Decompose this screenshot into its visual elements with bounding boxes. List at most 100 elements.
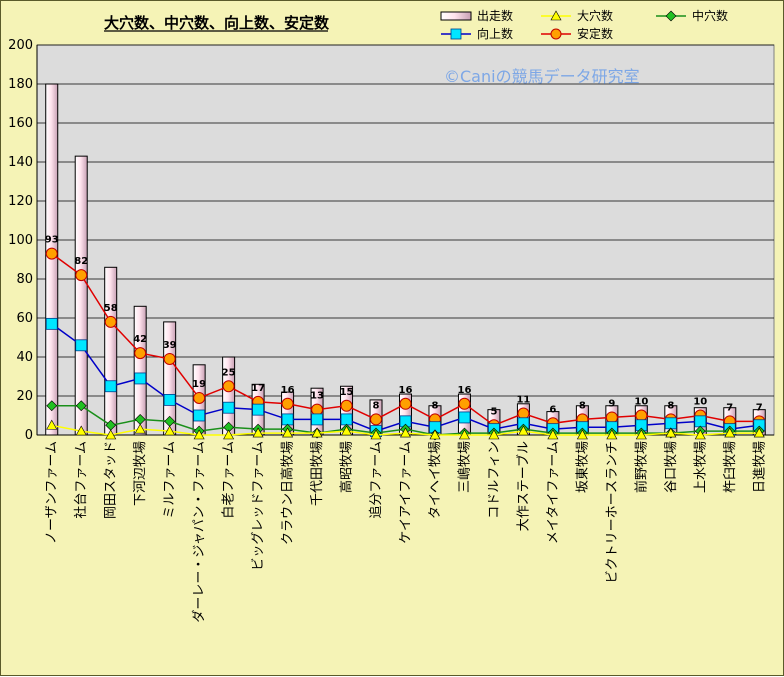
point-triangle	[399, 427, 412, 438]
point-triangle	[517, 425, 529, 436]
point-triangle	[164, 425, 176, 436]
data-label: 6	[549, 404, 556, 415]
point-square	[193, 409, 206, 422]
legend-marker	[550, 28, 562, 40]
legend-swatch	[440, 11, 472, 21]
data-label: 9	[608, 398, 615, 409]
x-tick-label: ビッグレッドファーム	[251, 441, 266, 571]
point-circle	[399, 397, 412, 410]
data-label: 16	[399, 385, 413, 396]
chart-title: 大穴数、中穴数、向上数、安定数	[104, 14, 330, 32]
point-circle	[134, 347, 147, 360]
x-tick-label: ノーザンファーム	[45, 441, 60, 544]
data-label: 5	[490, 406, 497, 417]
point-square	[252, 403, 265, 416]
watermark: ©Caniの競馬データ研究室	[444, 67, 640, 86]
point-square	[664, 417, 677, 430]
x-tick-label: 杵臼牧場	[723, 441, 738, 493]
y-tick-label: 120	[8, 194, 33, 209]
x-tick-label: 大作ステーブル	[515, 441, 531, 531]
point-square	[458, 411, 471, 424]
point-square	[694, 415, 707, 428]
x-tick-label: ビクトリーホースランチ	[605, 441, 620, 583]
point-circle	[340, 399, 353, 412]
point-triangle	[694, 429, 706, 440]
point-circle	[193, 391, 206, 404]
x-tick-label: 上水牧場	[693, 441, 708, 493]
point-circle	[104, 315, 117, 328]
x-tick-label: コドルフィン	[487, 441, 502, 519]
x-tick-label: 日進牧場	[752, 441, 767, 493]
x-tick-label: 三嶋牧場	[457, 441, 472, 493]
x-tick-label: ダーレー・ジャパン・ファーム	[192, 441, 207, 623]
y-tick-label: 140	[8, 155, 33, 170]
y-tick-label: 180	[8, 77, 33, 92]
point-triangle	[488, 429, 500, 440]
point-triangle	[724, 427, 736, 438]
point-triangle	[193, 429, 205, 440]
data-label: 7	[756, 402, 763, 413]
y-tick-label: 20	[16, 389, 33, 404]
point-circle	[163, 352, 176, 365]
x-tick-label: 社台ファーム	[73, 441, 89, 519]
point-triangle	[370, 429, 382, 440]
point-triangle	[576, 429, 588, 440]
point-square	[104, 380, 117, 393]
point-square	[45, 317, 58, 330]
x-tick-label: 岡田スタッド	[104, 441, 119, 519]
point-triangle	[134, 423, 146, 434]
data-label: 17	[251, 383, 265, 394]
point-circle	[370, 413, 383, 426]
point-circle	[222, 380, 235, 393]
x-tick-label: 下河辺牧場	[133, 441, 148, 506]
x-tick-label: 白老ファーム	[221, 441, 237, 519]
data-label: 82	[74, 256, 88, 267]
y-tick-label: 40	[16, 350, 33, 365]
legend-label: 安定数	[577, 26, 613, 41]
point-triangle	[635, 429, 647, 440]
y-tick-label: 200	[8, 38, 33, 53]
point-diamond	[75, 400, 87, 412]
legend-label: 向上数	[477, 26, 513, 41]
data-label: 7	[726, 402, 733, 413]
point-triangle	[341, 425, 353, 436]
data-label: 16	[281, 385, 295, 396]
x-tick-label: クラウン日高牧場	[280, 441, 296, 545]
data-label: 10	[634, 397, 648, 408]
point-circle	[75, 269, 88, 282]
point-circle	[281, 397, 294, 410]
x-tick-label: 千代田牧場	[310, 441, 325, 506]
data-label: 15	[340, 387, 354, 398]
point-triangle	[606, 429, 618, 440]
point-circle	[458, 397, 471, 410]
point-square	[75, 339, 88, 352]
data-label: 8	[373, 400, 380, 411]
point-square	[163, 393, 176, 406]
data-label: 58	[104, 303, 118, 314]
data-label: 8	[431, 400, 438, 411]
point-triangle	[223, 429, 235, 440]
point-triangle	[311, 427, 323, 438]
legend-label: 中穴数	[692, 8, 728, 23]
legend-marker	[550, 10, 562, 21]
point-triangle	[458, 429, 470, 440]
x-tick-label: 坂東牧場	[574, 441, 590, 493]
x-tick-label: 谷口牧場	[664, 441, 679, 493]
x-tick-label: ミルファーム	[163, 441, 178, 519]
point-circle	[45, 247, 58, 260]
data-label: 93	[45, 235, 59, 246]
data-label: 42	[133, 334, 147, 345]
legend-label: 出走数	[477, 8, 513, 23]
point-triangle	[105, 429, 117, 440]
point-square	[340, 413, 353, 426]
y-tick-label: 100	[8, 233, 33, 248]
x-tick-label: タイヘイ牧場	[428, 441, 443, 519]
data-label: 16	[457, 385, 471, 396]
bar	[133, 305, 147, 436]
y-tick-label: 60	[16, 311, 33, 326]
bar	[74, 155, 88, 436]
point-triangle	[75, 425, 87, 436]
bar	[104, 266, 118, 436]
